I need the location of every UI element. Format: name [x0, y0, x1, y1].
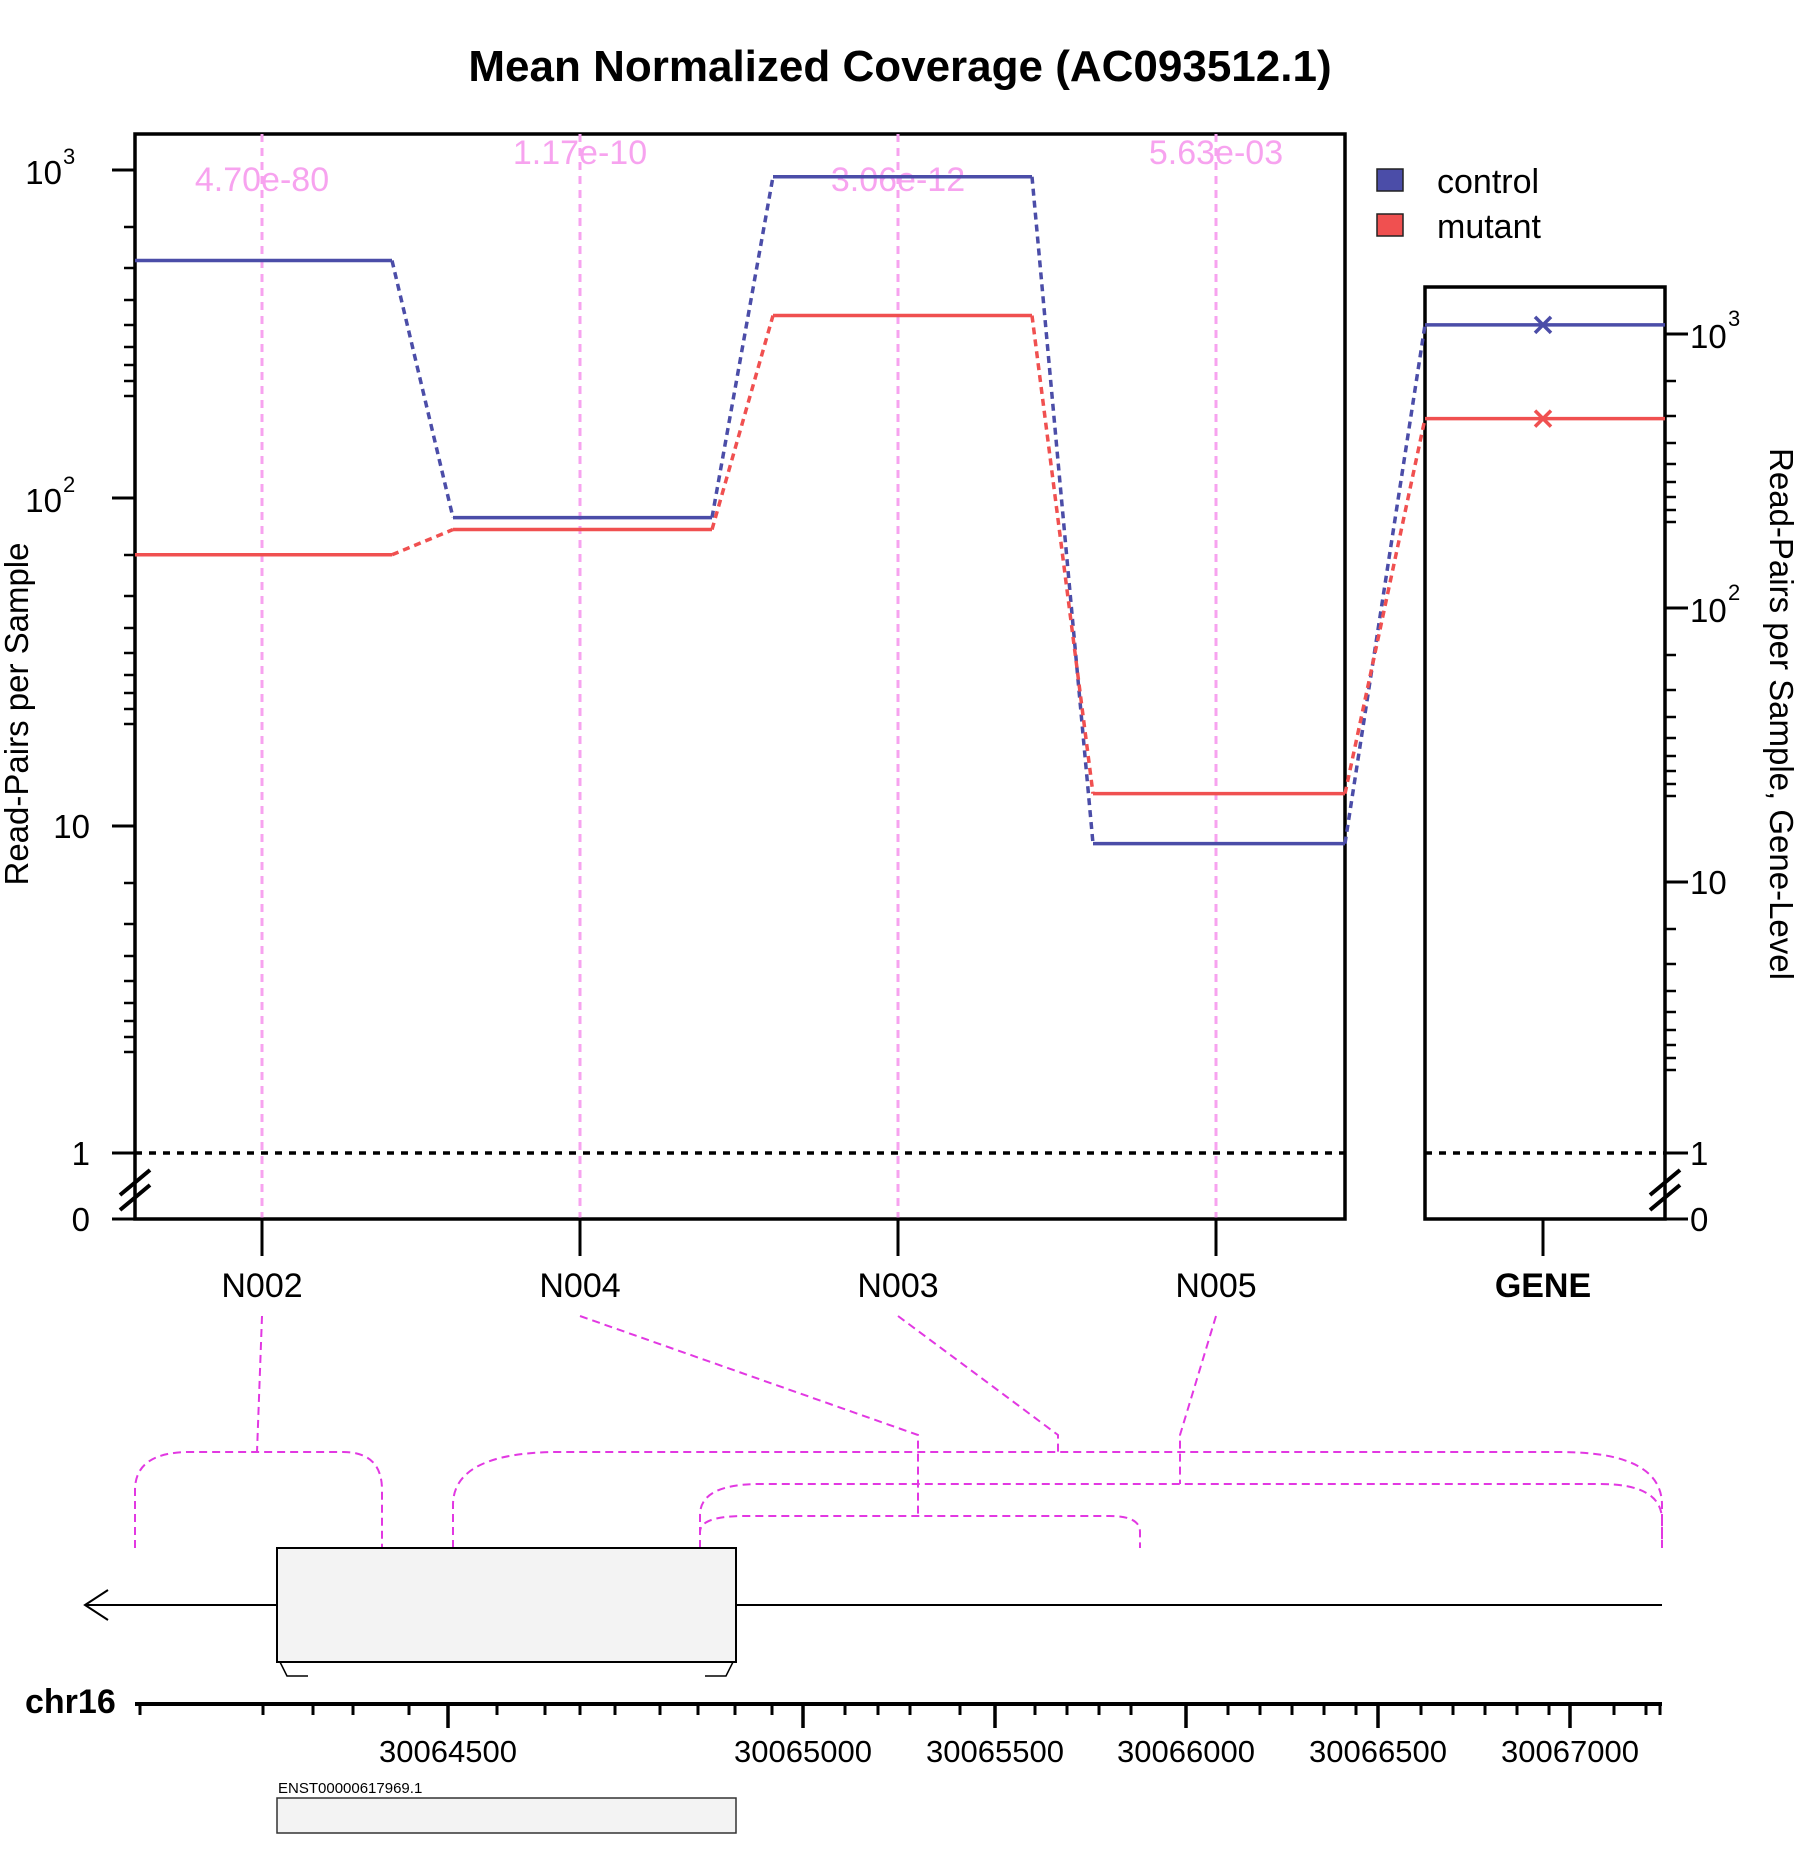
exon-box [276, 1547, 737, 1663]
junction-arc-n002 [134, 1451, 383, 1548]
axis-break-mark [1648, 1168, 1682, 1197]
legend-swatch-mutant [1376, 213, 1404, 237]
gene-plot-frame [1423, 285, 1667, 1221]
y-tick-label-10: 10 [53, 808, 90, 845]
exon-bracket-left [279, 1661, 308, 1677]
y-right-tick-label-1000-exponent: 3 [1728, 306, 1740, 331]
y-tick-label-1000-exponent: 3 [63, 144, 75, 169]
coordinate-axis: chr16 [25, 1683, 1662, 1769]
pvalue-labels: 4.70e-80 1.17e-10 3.06e-12 5.63e-03 [195, 134, 1283, 199]
y-tick-label-100-exponent: 2 [63, 472, 75, 497]
gene-model [83, 1547, 1662, 1677]
pvalue-n003: 3.06e-12 [831, 161, 965, 199]
x-axis: N002 N004 N003 N005 GENE [112, 1217, 1665, 1305]
chart-title: Mean Normalized Coverage (AC093512.1) [468, 42, 1331, 91]
legend: control mutant [1376, 163, 1541, 246]
coord-label: 30065500 [926, 1734, 1064, 1769]
x-label-n002: N002 [221, 1267, 302, 1305]
mutant-connector [710, 315, 775, 531]
junction-arc-n004 [699, 1515, 1141, 1548]
splice-junctions [134, 1451, 1663, 1548]
category-guide-lines [260, 134, 1218, 1219]
control-connector [1030, 176, 1095, 844]
axis-break-mark [118, 1183, 152, 1212]
pvalue-n004: 1.17e-10 [513, 134, 647, 172]
junction-arc-n003 [452, 1451, 1663, 1548]
mutant-gene-marker [1533, 409, 1553, 428]
y-axis-right: 0 1 10 10 2 10 3 [1648, 306, 1740, 1238]
series-layer [135, 175, 1665, 846]
control-gene-connector [1343, 324, 1427, 844]
y-right-tick-label-0: 0 [1690, 1201, 1708, 1238]
mutant-connector [1030, 315, 1095, 794]
coord-label: 30065000 [734, 1734, 872, 1769]
pvalue-n005: 5.63e-03 [1149, 134, 1283, 172]
strand-arrow-icon [83, 1589, 109, 1621]
mutant-gene-connector [1343, 418, 1427, 795]
y-axis-label-right: Read-Pairs per Sample, Gene-Level [1763, 448, 1800, 980]
axis-break-mark [118, 1168, 152, 1197]
transcript-label: ENST00000617969.1 [278, 1780, 422, 1797]
pvalue-n002: 4.70e-80 [195, 161, 329, 199]
x-label-n004: N004 [539, 1267, 620, 1305]
y-tick-label-100: 10 [25, 482, 62, 519]
mutant-connector [391, 527, 454, 557]
y-right-tick-label-1: 1 [1690, 1135, 1708, 1172]
transcript-track: ENST00000617969.1 [276, 1780, 737, 1834]
x-label-n003: N003 [857, 1267, 938, 1305]
connector-n002 [256, 1315, 263, 1453]
main-plot-frame [133, 132, 1347, 1221]
control-connector [390, 260, 455, 519]
y-right-tick-label-100-exponent: 2 [1728, 580, 1740, 605]
x-label-n005: N005 [1175, 1267, 1256, 1305]
y-right-tick-label-1000: 10 [1690, 318, 1727, 355]
y-tick-label-1: 1 [72, 1135, 90, 1172]
y-tick-label-1000: 10 [25, 154, 62, 191]
coord-label: 30064500 [379, 1734, 517, 1769]
y-right-tick-label-100: 10 [1690, 592, 1727, 629]
legend-label-mutant: mutant [1437, 208, 1541, 246]
x-label-gene: GENE [1495, 1267, 1591, 1305]
connector-n005 [1179, 1315, 1217, 1484]
y-tick-label-0: 0 [72, 1201, 90, 1238]
y-right-tick-label-10: 10 [1690, 864, 1727, 901]
junction-arc-n005 [699, 1483, 1663, 1548]
coord-label: 30066000 [1117, 1734, 1255, 1769]
junction-connectors [256, 1315, 1217, 1516]
coord-label: 30066500 [1309, 1734, 1447, 1769]
chromosome-label: chr16 [25, 1683, 116, 1721]
control-gene-marker [1533, 315, 1553, 335]
y-axis-label: Read-Pairs per Sample [0, 543, 35, 886]
y-axis-left: 0 1 10 10 2 10 3 [25, 144, 152, 1238]
exon-bracket-right [705, 1661, 734, 1677]
connector-n004 [579, 1315, 919, 1516]
control-connector [710, 176, 775, 518]
transcript-box [276, 1797, 737, 1834]
axis-break-mark [1648, 1183, 1682, 1212]
coord-label: 30067000 [1501, 1734, 1639, 1769]
connector-n003 [897, 1315, 1059, 1452]
legend-swatch-control [1376, 168, 1404, 192]
legend-label-control: control [1437, 163, 1539, 201]
